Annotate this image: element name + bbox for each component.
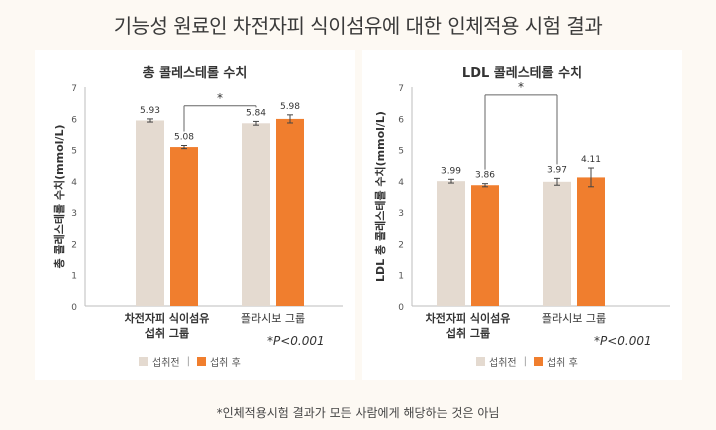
y-tick-label: 7 [71, 84, 77, 94]
y-axis-label: LDL 총 콜레스테롤 수치(mmol/L) [373, 111, 387, 282]
y-tick-label: 5 [398, 147, 404, 157]
bar-after [577, 177, 605, 306]
legend-separator: | [186, 356, 190, 367]
legend-swatch-before [139, 357, 148, 366]
bar-after [471, 185, 499, 306]
legend-label-after: 섭취 후 [546, 358, 578, 369]
y-tick-label: 3 [398, 209, 404, 219]
y-tick-label: 1 [71, 272, 77, 282]
y-tick-label: 0 [398, 303, 404, 313]
category-label: 차전자피 식이섬유 [426, 311, 511, 325]
chart-title: LDL 콜레스테롤 수치 [461, 66, 583, 81]
significance-marker: * [217, 91, 223, 105]
chart-title: 총 콜레스테롤 수치 [142, 66, 248, 81]
category-label: 플라시보 그룹 [542, 312, 606, 325]
data-label: 5.08 [174, 133, 194, 143]
p-value-note: *P<0.001 [267, 334, 325, 348]
bar-after [170, 147, 198, 306]
y-tick-label: 3 [71, 209, 77, 219]
significance-marker: * [518, 80, 524, 94]
page-title: 기능성 원료인 차전자피 식이섬유에 대한 인체적용 시험 결과 [113, 14, 603, 38]
legend-swatch-after [196, 357, 206, 366]
total-cholesterol-panel: 총 콜레스테롤 수치 0 1 2 3 4 5 6 7 총 콜레스테롤 수치(mmol/L) 5.9… [35, 50, 355, 380]
data-label: 5.84 [246, 108, 266, 118]
legend-separator: | [523, 356, 527, 367]
bar-before [437, 181, 465, 306]
data-label: 5.98 [280, 102, 300, 112]
legend-label-before: 섭취전 [489, 358, 517, 369]
bar-before [242, 123, 270, 306]
bar-before [136, 120, 164, 307]
footnote: *인체적용시험 결과가 모든 사람에게 해당하는 것은 아님 [216, 406, 500, 420]
y-tick-label: 0 [71, 303, 77, 313]
data-label: 5.93 [140, 106, 160, 116]
y-tick-label: 2 [71, 240, 77, 250]
category-label: 섭취 그룹 [446, 326, 490, 340]
data-label: 4.11 [581, 155, 601, 165]
y-tick-label: 1 [398, 272, 404, 282]
chart-legend: 섭취전 | 섭취 후 [139, 354, 241, 369]
y-tick-label: 4 [398, 178, 404, 188]
legend-label-after: 섭취 후 [209, 358, 241, 369]
ldl-cholesterol-panel: LDL 콜레스테롤 수치 0 1 2 3 4 5 6 7 LDL 총 콜레스테롤 수치(mmol… [362, 50, 682, 380]
data-label: 3.97 [547, 165, 567, 175]
y-tick-label: 4 [71, 178, 77, 188]
legend-swatch-before [476, 357, 485, 366]
p-value-note: *P<0.001 [594, 334, 652, 348]
bar-before [543, 181, 571, 306]
y-tick-label: 2 [398, 240, 404, 250]
data-label: 3.99 [441, 166, 461, 176]
category-label: 차전자피 식이섬유 [125, 311, 210, 325]
category-label: 플라시보 그룹 [241, 312, 305, 325]
chart-legend: 섭취전 | 섭취 후 [476, 354, 578, 369]
y-tick-label: 7 [398, 84, 404, 94]
category-label: 섭취 그룹 [145, 326, 189, 340]
y-tick-label: 5 [71, 147, 77, 157]
legend-swatch-after [533, 357, 543, 366]
y-tick-label: 6 [71, 115, 77, 125]
ldl-cholesterol-chart: 0 1 2 3 4 5 6 7 LDL 총 콜레스테롤 수치(mmol/L) 3.99 3.86 차전… [373, 80, 670, 340]
y-axis-label: 총 콜레스테롤 수치(mmol/L) [52, 125, 66, 269]
legend-label-before: 섭취전 [152, 358, 180, 369]
y-tick-label: 6 [398, 115, 404, 125]
total-cholesterol-chart: 0 1 2 3 4 5 6 7 총 콜레스테롤 수치(mmol/L) 5.93 5.08 차전자피 식… [52, 84, 343, 340]
bar-after [276, 118, 304, 306]
data-label: 3.86 [475, 171, 495, 181]
